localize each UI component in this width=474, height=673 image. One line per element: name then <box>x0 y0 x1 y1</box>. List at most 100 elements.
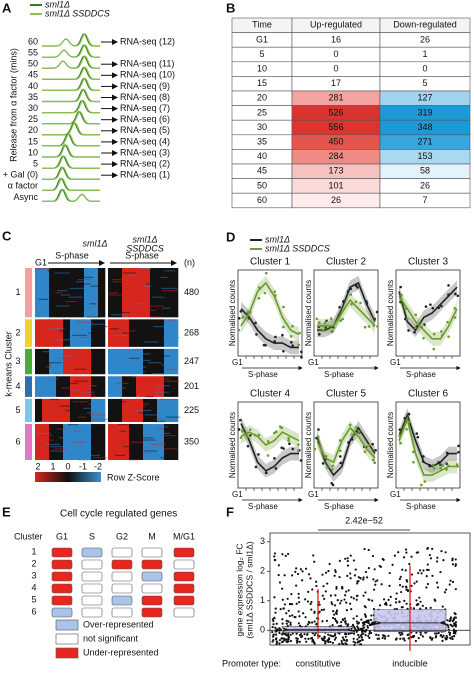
row-label: 45 <box>28 70 38 80</box>
confidence-band <box>241 276 299 342</box>
heatmap-strip <box>49 319 57 347</box>
gene-dot <box>273 596 276 599</box>
plot-title: Cluster 2 <box>326 257 366 268</box>
axis-title: Release from α factor (mins) <box>8 48 18 162</box>
histogram <box>42 188 100 202</box>
gene-dot <box>281 553 284 556</box>
gene-dot <box>297 592 300 595</box>
gene-dot <box>439 633 443 637</box>
heatmap-noise <box>49 353 62 355</box>
sample-dot <box>399 441 402 445</box>
gene-dot <box>361 638 364 642</box>
heatmap-strip <box>35 398 43 423</box>
gene-dot <box>307 620 310 623</box>
gene-dot <box>451 637 454 641</box>
gene-dot <box>355 620 358 623</box>
trend-line <box>240 308 299 349</box>
heatmap-strip <box>164 348 172 375</box>
heatmap-strip <box>63 348 71 375</box>
gene-dot <box>321 573 324 576</box>
panel-title: Cell cycle regulated genes <box>60 509 177 520</box>
gene-dot <box>309 602 312 606</box>
column-header: G1 <box>56 531 68 541</box>
gene-dot <box>288 614 291 618</box>
gene-dot <box>354 641 357 644</box>
gene-dot <box>372 578 375 581</box>
sample-dot <box>431 463 435 467</box>
heatmap-noise <box>121 312 130 314</box>
gene-dot <box>357 622 360 625</box>
row-label: 15 <box>28 136 38 146</box>
enrichment-cell <box>111 547 133 558</box>
heatmap-noise <box>86 316 101 318</box>
sample-dot <box>354 300 358 304</box>
gene-dot <box>445 588 448 591</box>
gene-dot <box>405 588 408 591</box>
enrichment-cell <box>111 571 133 582</box>
heatmap-noise <box>39 420 49 423</box>
sample-dot <box>237 317 241 320</box>
heatmap-noise <box>61 382 79 385</box>
heatmap-noise <box>65 301 77 303</box>
sample-dot <box>324 326 327 329</box>
gene-dot <box>345 639 348 643</box>
heatmap-noise <box>160 398 178 401</box>
gene-dot <box>324 571 328 574</box>
cell-text: 35 <box>257 136 267 146</box>
gene-dot <box>434 599 437 602</box>
sample-dot <box>245 435 249 438</box>
gene-dot <box>424 606 428 610</box>
cell-text: 348 <box>417 122 432 132</box>
cell-text: 16 <box>331 34 341 44</box>
gene-dot <box>322 608 326 611</box>
gene-dot <box>372 588 376 591</box>
heatmap-noise <box>165 389 178 391</box>
gene-dot <box>336 599 339 602</box>
heatmap-strip <box>115 319 123 347</box>
cluster-bar <box>25 348 32 375</box>
heatmap-noise <box>90 396 97 398</box>
sample-dot <box>338 455 342 458</box>
heatmap-noise <box>131 376 139 378</box>
cell-text: 271 <box>417 136 432 146</box>
legend-label: not significant <box>83 633 139 643</box>
gene-dot <box>357 633 360 637</box>
heatmap-noise <box>72 334 88 336</box>
gene-dot <box>415 631 418 634</box>
gene-dot <box>286 638 289 641</box>
gene-dot <box>449 623 452 626</box>
gene-dot <box>286 634 290 637</box>
cluster-size: 350 <box>184 436 199 446</box>
sample-dot <box>429 303 432 306</box>
sample-label: RNA-seq (1) <box>120 170 170 180</box>
gene-dot <box>318 635 321 638</box>
gene-dot <box>296 641 299 644</box>
gene-dot <box>295 602 298 605</box>
enrichment-cell <box>173 571 195 582</box>
heatmap-noise <box>110 407 118 409</box>
heatmap-noise <box>54 448 66 450</box>
heatmap-strip <box>91 268 99 318</box>
gene-dot <box>431 574 434 577</box>
heatmap-noise <box>73 368 87 370</box>
axis-title: Normalised counts <box>304 280 313 346</box>
heatmap-noise <box>49 446 67 448</box>
gene-dot <box>340 640 343 643</box>
gene-dot <box>410 555 413 558</box>
cluster-size: 201 <box>184 381 199 391</box>
gene-dot <box>285 622 288 625</box>
heatmap-noise <box>92 325 108 328</box>
sample-label: RNA-seq (8) <box>120 92 170 102</box>
gene-dot <box>306 623 310 626</box>
cluster-id: 6 <box>31 606 36 616</box>
gene-dot <box>452 618 456 621</box>
heatmap-noise <box>54 272 70 274</box>
sample-dot <box>446 320 449 324</box>
heatmap-noise <box>137 359 151 362</box>
heatmap-noise <box>164 270 176 272</box>
heatmap-noise <box>41 378 59 380</box>
heatmap-noise <box>166 368 177 370</box>
gene-dot <box>345 608 348 612</box>
heatmap-strip <box>108 268 116 318</box>
gene-dot <box>275 633 278 636</box>
